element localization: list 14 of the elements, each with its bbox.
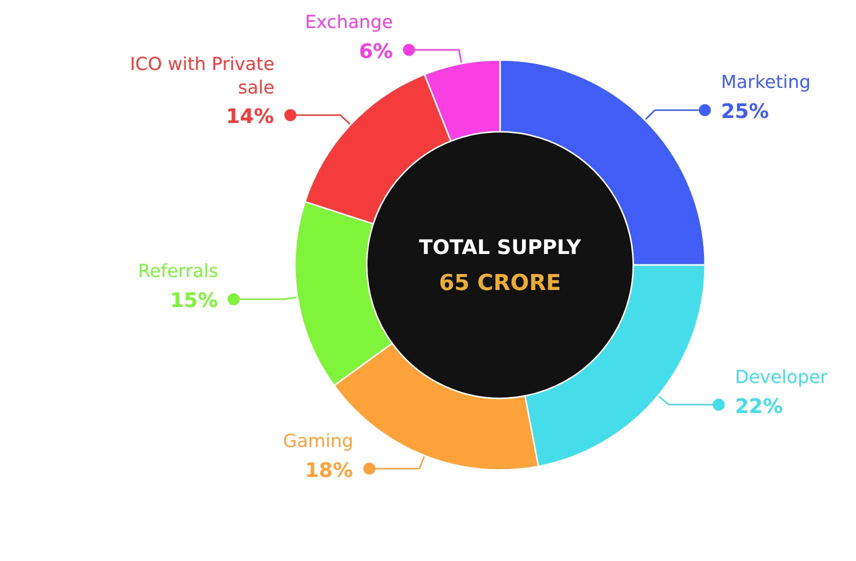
slice-label: Gaming bbox=[283, 431, 354, 452]
data-label: 18% bbox=[305, 458, 353, 482]
data-label: 22% bbox=[735, 394, 783, 418]
text: TOTAL SUPPLY bbox=[419, 235, 582, 259]
slice-label: Developer bbox=[735, 367, 828, 388]
slice-label: Marketing bbox=[721, 72, 811, 93]
data-label: 14% bbox=[226, 104, 274, 128]
slice-label: Exchange bbox=[305, 12, 393, 33]
data-label: 15% bbox=[170, 288, 218, 312]
slice-label: Referrals bbox=[138, 261, 218, 282]
data-label: 6% bbox=[359, 39, 393, 63]
data-label: 25% bbox=[721, 99, 769, 123]
slice-label: ICO with Private sale bbox=[130, 54, 274, 98]
text: 65 CRORE bbox=[439, 271, 562, 296]
